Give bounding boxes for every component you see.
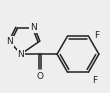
- Text: F: F: [94, 31, 99, 40]
- Text: F: F: [92, 76, 97, 85]
- Text: N: N: [6, 37, 13, 46]
- Text: O: O: [37, 72, 44, 81]
- Text: N: N: [30, 23, 37, 32]
- Text: N: N: [17, 50, 24, 59]
